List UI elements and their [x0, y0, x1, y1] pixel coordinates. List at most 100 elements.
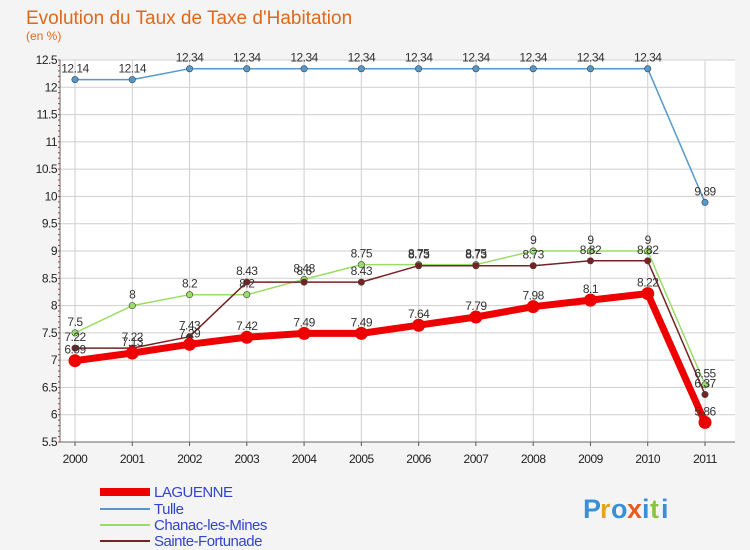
x-tick-label: 2008 [521, 452, 547, 466]
series-line-laguenne [71, 290, 709, 426]
data-point [128, 76, 136, 84]
data-point [128, 302, 136, 310]
y-tick-label: 10.5 [36, 162, 58, 176]
data-point [357, 65, 365, 73]
y-tick-label: 8 [51, 299, 58, 313]
series-line-chanac-les-mines [74, 250, 706, 386]
data-point [701, 391, 709, 399]
data-point [415, 262, 423, 270]
data-label: 8.75 [465, 247, 487, 261]
x-tick-label: 2010 [635, 452, 661, 466]
data-label: 9 [530, 233, 537, 247]
logo-letter: t [650, 494, 659, 524]
data-label: 6.55 [694, 367, 716, 381]
data-label: 7.22 [122, 330, 144, 344]
y-tick-label: 7.5 [42, 326, 58, 340]
data-label: 7.22 [64, 330, 86, 344]
x-tick-label: 2011 [693, 452, 718, 466]
x-tick-label: 2005 [349, 452, 375, 466]
data-label: 8.22 [637, 276, 659, 290]
data-label: 8.2 [239, 277, 255, 291]
x-tick-label: 2004 [292, 452, 318, 466]
data-point [583, 293, 597, 307]
data-label: 7.79 [465, 299, 487, 313]
data-label: 12.34 [405, 51, 433, 65]
y-tick-label: 5.5 [42, 435, 58, 449]
y-tick-label: 12 [45, 80, 58, 94]
series-line-sainte-fortunade [74, 260, 706, 396]
data-label: 8.82 [637, 243, 659, 257]
data-point [644, 65, 652, 73]
data-label: 12.14 [119, 62, 147, 76]
data-label: 5.86 [694, 404, 716, 418]
data-label: 7.29 [179, 326, 201, 340]
x-tick-label: 2000 [63, 452, 89, 466]
data-label: 7.64 [408, 307, 430, 321]
data-point [243, 291, 251, 299]
x-tick-label: 2001 [120, 452, 146, 466]
data-label: 8.73 [523, 248, 545, 262]
data-point [529, 262, 537, 270]
legend-label: Chanac-les-Mines [154, 517, 267, 534]
logo-letter: o [611, 494, 628, 524]
series-line-tulle [74, 67, 706, 204]
y-tick-label: 6 [51, 408, 58, 422]
legend: LAGUENNETulleChanac-les-MinesSainte-Fort… [100, 484, 267, 550]
data-point [472, 262, 480, 270]
data-point [586, 257, 594, 265]
data-point [186, 65, 194, 73]
x-tick-label: 2002 [177, 452, 203, 466]
data-label: 9 [645, 233, 652, 247]
data-label: 9 [587, 233, 594, 247]
y-tick-label: 9 [51, 244, 58, 258]
data-label: 7.43 [179, 319, 201, 333]
data-label: 8.1 [583, 282, 599, 296]
data-point [644, 247, 652, 255]
series-group [68, 65, 712, 429]
data-point [412, 318, 426, 332]
data-point [586, 247, 594, 255]
x-tick-label: 2009 [578, 452, 604, 466]
legend-label: Sainte-Fortunade [154, 533, 262, 550]
data-point [472, 65, 480, 73]
data-point [641, 287, 655, 301]
data-point [469, 310, 483, 324]
data-point [701, 198, 709, 206]
data-point [68, 354, 82, 368]
data-point [701, 381, 709, 389]
data-point [297, 326, 311, 340]
data-label: 12.34 [348, 51, 376, 65]
data-label: 9.89 [694, 184, 716, 198]
data-point [698, 415, 712, 429]
axes: 5.5 6 6.5 7 7.5 8 8.5 9 9.5 10 10.5 11 11.5 12 12.5 200… [36, 53, 735, 466]
y-tick-label: 8.5 [42, 271, 58, 285]
logo-letter: r [600, 494, 611, 524]
data-point [71, 76, 79, 84]
data-point [357, 278, 365, 286]
data-label: 8.73 [465, 248, 487, 262]
data-label: 7.49 [351, 315, 373, 329]
data-point [644, 257, 652, 265]
legend-label: LAGUENNE [154, 484, 233, 501]
data-point [354, 326, 368, 340]
data-labels: 6.99 7.13 7.29 7.42 7.49 7.49 7.64 7.79 7.98 8.1 8… [61, 51, 717, 419]
data-label: 8.75 [408, 247, 430, 261]
data-label: 8 [129, 288, 136, 302]
data-label: 12.34 [577, 51, 605, 65]
data-point [586, 65, 594, 73]
data-point [526, 300, 540, 314]
x-tick-label: 2006 [406, 452, 432, 466]
data-label: 7.5 [67, 315, 83, 329]
data-point [125, 346, 139, 360]
data-label: 8.6 [296, 264, 312, 278]
data-point [243, 278, 251, 286]
data-label: 8.73 [408, 248, 430, 262]
data-point [71, 344, 79, 352]
data-label: 7.13 [122, 335, 144, 349]
data-point [183, 337, 197, 351]
y-tick-label: 11.5 [37, 108, 58, 122]
x-tick-label: 2003 [234, 452, 260, 466]
data-label: 12.34 [176, 51, 204, 65]
